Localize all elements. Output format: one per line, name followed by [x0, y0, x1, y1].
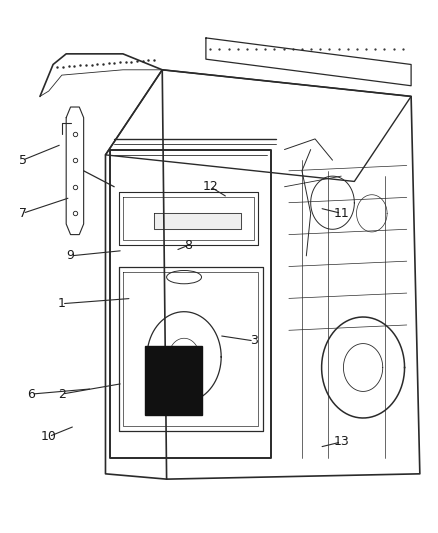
Text: 7: 7 [18, 207, 27, 220]
Text: 10: 10 [41, 430, 57, 443]
Text: 6: 6 [27, 387, 35, 401]
Text: 9: 9 [67, 249, 74, 262]
Text: 1: 1 [58, 297, 66, 310]
Text: 8: 8 [184, 239, 192, 252]
Text: 12: 12 [202, 180, 218, 193]
Text: 13: 13 [333, 435, 349, 448]
Text: 2: 2 [58, 387, 66, 401]
Text: 3: 3 [250, 334, 258, 348]
Bar [145, 346, 201, 415]
Text: 11: 11 [333, 207, 349, 220]
Text: 5: 5 [18, 154, 27, 167]
